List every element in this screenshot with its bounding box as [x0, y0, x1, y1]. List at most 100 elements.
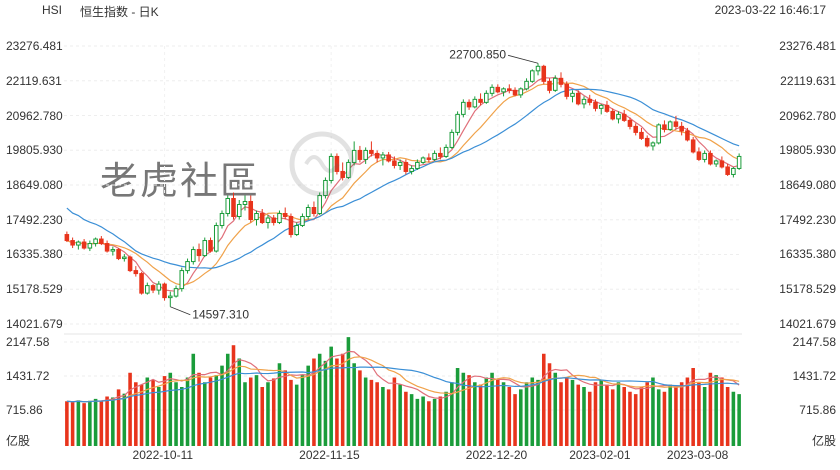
- candle-body: [225, 197, 231, 215]
- candle-body: [581, 98, 587, 105]
- volume-tick-label-left: 2147.58: [6, 335, 50, 349]
- candle-body: [294, 225, 299, 236]
- volume-bar: [151, 379, 155, 446]
- volume-bar: [346, 337, 351, 446]
- tiger-logo-icon: [289, 131, 355, 197]
- volume-bar: [450, 382, 454, 446]
- volume-bar: [254, 375, 259, 446]
- volume-bar: [662, 391, 667, 446]
- volume-bar: [507, 387, 512, 446]
- volume-bar: [358, 370, 362, 446]
- volume-bar: [271, 378, 276, 446]
- volume-bar: [220, 365, 224, 446]
- volume-bar: [438, 396, 443, 446]
- candle-body: [374, 152, 380, 159]
- grid: [64, 45, 742, 446]
- candle-body: [179, 270, 185, 290]
- candle-body: [282, 213, 288, 218]
- tiger-logo-ring: [289, 131, 355, 197]
- volume-bar: [461, 372, 466, 446]
- x-tick-label: 2023-02-01: [569, 448, 631, 462]
- volume-bar: [283, 370, 287, 446]
- price-tick-label-left: 16335.380: [6, 247, 63, 262]
- volume-bar: [708, 372, 713, 446]
- candle-body: [650, 142, 656, 147]
- volume-bar: [237, 358, 242, 446]
- volume-bar: [674, 387, 678, 446]
- candle-body: [317, 194, 322, 215]
- volume-bar: [582, 387, 586, 446]
- volume-bar: [197, 372, 201, 446]
- volume-bar: [105, 396, 109, 446]
- candle-body: [363, 149, 368, 160]
- candle-body: [236, 203, 242, 218]
- volume-bar: [409, 394, 414, 446]
- volume-bar: [300, 375, 305, 446]
- volume-bar: [501, 382, 506, 446]
- volume-bar: [168, 372, 173, 446]
- candle-body: [478, 98, 483, 103]
- candle-body: [621, 113, 627, 121]
- candle-body: [328, 155, 334, 181]
- volume-bar: [651, 377, 655, 446]
- volume-bar: [363, 377, 368, 446]
- candle-body: [162, 283, 167, 299]
- candle-body: [271, 217, 277, 224]
- volume-bars: [65, 337, 741, 446]
- volume-bar: [225, 353, 230, 446]
- candle-body: [461, 101, 466, 115]
- volume-bar: [524, 382, 529, 446]
- candle-body: [667, 121, 673, 130]
- ma10-line: [66, 82, 740, 286]
- candle-body: [438, 152, 443, 157]
- volume-bar: [553, 372, 558, 446]
- candle-body: [644, 137, 650, 147]
- volume-bar: [93, 398, 98, 446]
- candle-body: [104, 243, 110, 252]
- volume-bar: [421, 396, 425, 446]
- candle-body: [380, 154, 386, 159]
- candle-body: [305, 207, 311, 218]
- volume-bar: [570, 379, 575, 446]
- candle-body: [673, 121, 679, 127]
- candle-body: [99, 238, 104, 245]
- symbol-label: HSI: [42, 3, 63, 17]
- price-tick-label-left: 15178.529: [6, 282, 63, 297]
- candle-body: [564, 83, 570, 97]
- volume-bar: [386, 389, 391, 446]
- volume-bar: [679, 382, 684, 446]
- x-tick-label: 2022-12-20: [465, 448, 528, 462]
- volume-bar: [157, 387, 161, 446]
- candle-body: [518, 88, 524, 96]
- candle-body: [702, 152, 707, 160]
- volume-bar: [415, 398, 420, 446]
- candle-body: [392, 160, 397, 166]
- volume-bar: [202, 382, 207, 446]
- volume-bar: [214, 375, 219, 446]
- volume-bar: [536, 379, 540, 446]
- volume-bar: [340, 353, 345, 446]
- candle-body: [127, 256, 133, 272]
- candle-body: [145, 285, 150, 294]
- candle-body: [397, 161, 403, 166]
- low-leader-line: [170, 306, 191, 316]
- volume-bar: [628, 391, 632, 446]
- candle-body: [575, 92, 581, 105]
- volume-bar: [731, 391, 736, 446]
- candle-body: [173, 288, 179, 297]
- candle-body: [76, 241, 81, 246]
- price-tick-label-left: 19805.930: [6, 143, 63, 158]
- candle-body: [443, 146, 449, 157]
- candle-body: [679, 125, 684, 132]
- candle-body: [547, 80, 552, 91]
- volume-bar: [335, 358, 339, 446]
- volume-bar: [317, 353, 322, 446]
- candle-body: [639, 131, 644, 139]
- volume-bar: [82, 403, 86, 446]
- candle-body: [598, 104, 604, 109]
- price-tick-label-right: 22119.631: [780, 73, 836, 88]
- volume-bar: [174, 382, 178, 446]
- annotations: 22700.850 14597.310: [170, 47, 539, 322]
- candle-body: [219, 213, 225, 227]
